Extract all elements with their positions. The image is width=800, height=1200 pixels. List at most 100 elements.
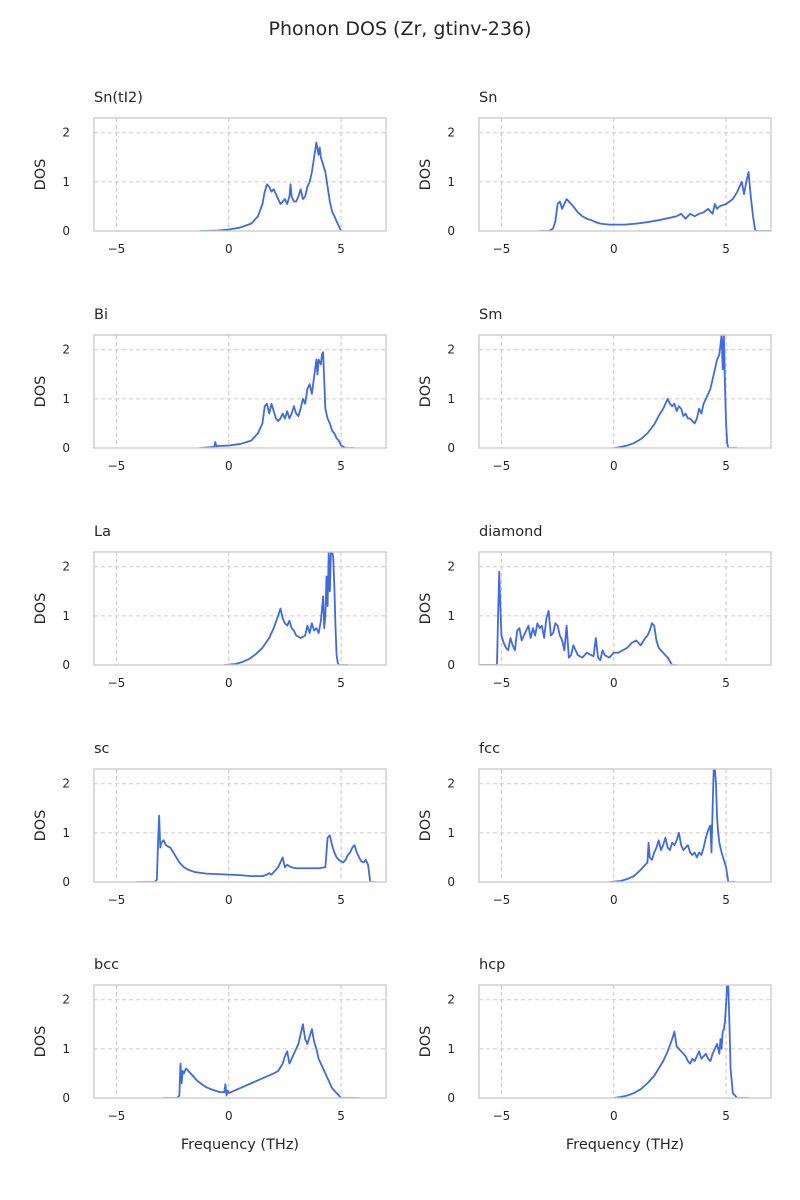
y-tick-label: 1 [62,175,70,189]
dos-series-line [199,141,342,231]
subplot-title: Sn [479,90,497,106]
y-tick-label: 1 [62,826,70,840]
y-tick-label: 1 [62,392,70,406]
dos-series-line [479,570,677,665]
x-axis-label: Frequency (THz) [181,1137,299,1153]
dos-series-line [224,552,348,665]
y-axis-label: DOS [33,1026,49,1058]
x-tick-label: 0 [225,242,233,256]
subplot-4: −5 0 5 0 1 2 Sm DOS [418,307,772,473]
x-tick-label: −5 [108,676,126,690]
y-tick-label: 2 [62,560,70,574]
x-tick-label: −5 [493,242,511,256]
subplot-title: bcc [94,957,119,973]
subplot-5: −5 0 5 0 1 2 La DOS [33,524,387,690]
x-tick-label: 0 [225,893,233,907]
y-tick-label: 2 [447,343,455,357]
x-tick-label: 5 [722,1109,730,1123]
subplot-title: Sm [479,307,502,323]
y-tick-label: 0 [62,224,70,238]
y-tick-label: 0 [447,658,455,672]
subplot-7: −5 0 5 0 1 2 sc DOS [33,741,387,907]
y-axis-label: DOS [33,376,49,408]
x-tick-label: 0 [610,893,618,907]
y-axis-label: DOS [33,159,49,191]
y-axis-label: DOS [418,593,434,625]
x-tick-label: 0 [610,459,618,473]
x-tick-label: −5 [108,1109,126,1123]
plot-frame [93,768,387,883]
x-tick-label: 0 [225,676,233,690]
figure-title: Phonon DOS (Zr, gtinv-236) [268,18,532,40]
x-tick-label: 5 [337,242,345,256]
x-tick-label: 0 [610,242,618,256]
x-tick-label: 5 [722,893,730,907]
dos-series-line [136,814,375,882]
y-tick-label: 1 [447,175,455,189]
y-tick-label: 2 [447,993,455,1007]
y-tick-label: 2 [62,777,70,791]
subplot-title: Bi [94,307,108,323]
plot-frame [93,551,387,666]
plot-frame [478,334,772,449]
x-tick-label: −5 [493,1109,511,1123]
x-tick-label: 5 [722,676,730,690]
y-tick-label: 0 [62,1091,70,1105]
y-axis-label: DOS [33,810,49,842]
subplot-10: −5 0 5 0 1 2 hcp DOS Frequency (THz) [418,957,772,1153]
y-tick-label: 2 [62,126,70,140]
y-axis-label: DOS [418,810,434,842]
dos-series-line [539,171,771,231]
y-tick-label: 1 [62,609,70,623]
plot-frame [478,551,772,666]
x-axis-label: Frequency (THz) [566,1137,684,1153]
x-tick-label: 5 [337,676,345,690]
y-tick-label: 0 [447,441,455,455]
plot-frame [93,117,387,232]
x-tick-label: −5 [108,459,126,473]
subplot-6: −5 0 5 0 1 2 diamond DOS [418,524,772,690]
x-tick-label: 0 [610,1109,618,1123]
y-tick-label: 0 [62,875,70,889]
dos-series-line [199,351,355,448]
y-axis-label: DOS [418,159,434,191]
x-tick-label: 0 [610,676,618,690]
x-tick-label: 5 [722,459,730,473]
y-tick-label: 0 [62,658,70,672]
x-tick-label: −5 [493,459,511,473]
y-tick-label: 2 [447,126,455,140]
x-tick-label: 5 [337,893,345,907]
x-tick-label: −5 [493,893,511,907]
subplot-title: fcc [479,741,500,757]
dos-series-line [163,1023,360,1098]
y-tick-label: 1 [62,1042,70,1056]
x-tick-label: −5 [493,676,511,690]
subplot-title: diamond [479,524,543,540]
y-tick-label: 0 [62,441,70,455]
subplot-title: La [94,524,111,540]
x-tick-label: −5 [108,893,126,907]
dos-series-line [609,769,736,882]
plot-frame [478,117,772,232]
y-axis-label: DOS [418,1026,434,1058]
subplot-8: −5 0 5 0 1 2 fcc DOS [418,741,772,907]
y-tick-label: 0 [447,875,455,889]
y-tick-label: 2 [62,993,70,1007]
x-tick-label: 5 [337,1109,345,1123]
y-axis-label: DOS [418,376,434,408]
dos-series-line [613,985,749,1098]
subplot-3: −5 0 5 0 1 2 Bi DOS [33,307,387,473]
subplot-title: Sn(tI2) [94,90,143,106]
dos-series-line [613,335,738,448]
subplot-9: −5 0 5 0 1 2 bcc DOS Frequency (THz) [33,957,387,1153]
x-tick-label: 5 [337,459,345,473]
subplot-title: sc [94,741,110,757]
plot-frame [478,768,772,883]
y-tick-label: 1 [447,609,455,623]
y-axis-label: DOS [33,593,49,625]
y-tick-label: 0 [447,224,455,238]
x-tick-label: 5 [722,242,730,256]
subplot-1: −5 0 5 0 1 2 Sn(tI2) DOS [33,90,387,256]
plot-frame [93,334,387,449]
